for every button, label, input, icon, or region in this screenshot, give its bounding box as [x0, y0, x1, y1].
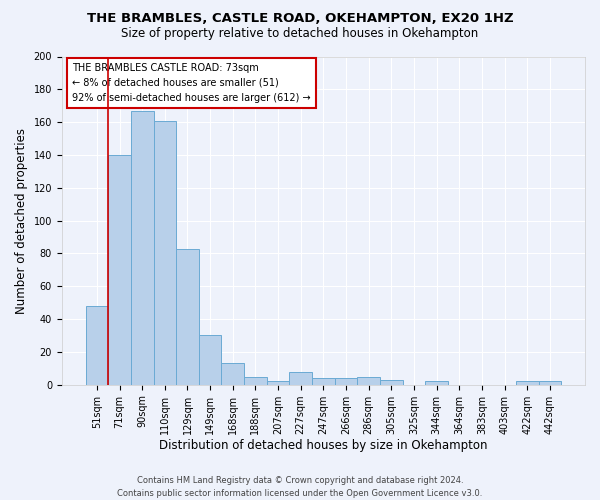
Bar: [425, 382, 448, 384]
Bar: [221, 364, 244, 384]
X-axis label: Distribution of detached houses by size in Okehampton: Distribution of detached houses by size …: [159, 440, 488, 452]
Bar: [335, 378, 358, 384]
Text: Size of property relative to detached houses in Okehampton: Size of property relative to detached ho…: [121, 28, 479, 40]
Bar: [539, 382, 561, 384]
Bar: [244, 376, 267, 384]
Text: Contains HM Land Registry data © Crown copyright and database right 2024.
Contai: Contains HM Land Registry data © Crown c…: [118, 476, 482, 498]
Text: THE BRAMBLES CASTLE ROAD: 73sqm
← 8% of detached houses are smaller (51)
92% of : THE BRAMBLES CASTLE ROAD: 73sqm ← 8% of …: [72, 63, 311, 102]
Text: THE BRAMBLES, CASTLE ROAD, OKEHAMPTON, EX20 1HZ: THE BRAMBLES, CASTLE ROAD, OKEHAMPTON, E…: [86, 12, 514, 26]
Bar: [108, 155, 131, 384]
Bar: [380, 380, 403, 384]
Bar: [86, 306, 108, 384]
Bar: [154, 120, 176, 384]
Bar: [131, 110, 154, 384]
Bar: [199, 336, 221, 384]
Bar: [516, 382, 539, 384]
Y-axis label: Number of detached properties: Number of detached properties: [15, 128, 28, 314]
Bar: [312, 378, 335, 384]
Bar: [289, 372, 312, 384]
Bar: [358, 376, 380, 384]
Bar: [267, 382, 289, 384]
Bar: [176, 248, 199, 384]
